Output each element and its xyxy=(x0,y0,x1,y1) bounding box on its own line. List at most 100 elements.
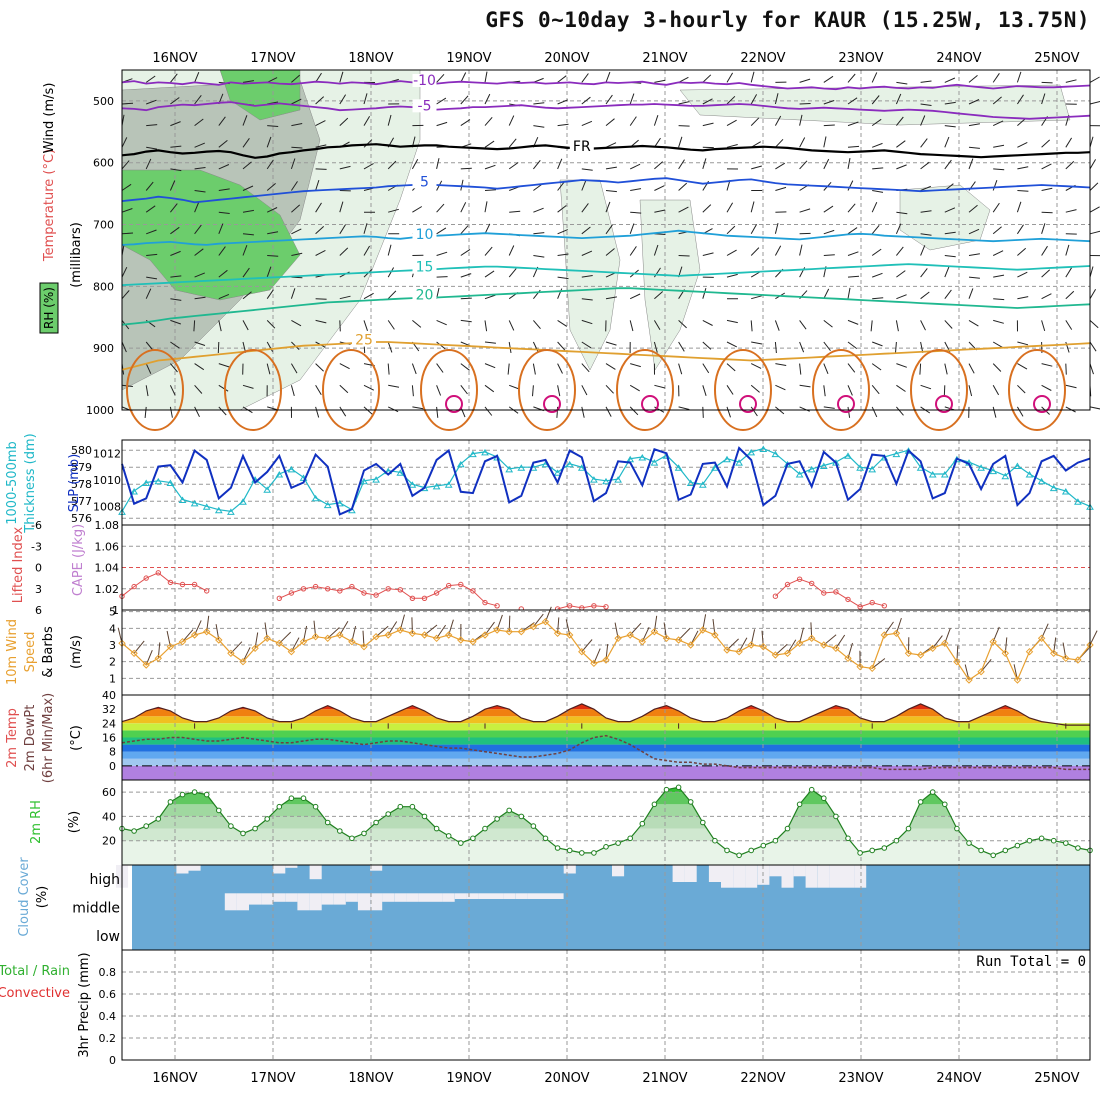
wind-barb xyxy=(1089,230,1100,235)
cloud-clear-high-16 xyxy=(309,865,322,880)
wind-barb xyxy=(993,298,1005,301)
wind-barb xyxy=(702,252,714,256)
lifted-point-55 xyxy=(784,581,791,588)
wind-barb xyxy=(920,384,932,390)
rh2m-point-13 xyxy=(276,803,283,810)
wind-barb xyxy=(896,81,908,85)
wind-barb xyxy=(678,125,690,127)
date-tick-bottom-20NOV: 20NOV xyxy=(544,1071,589,1086)
wind-barb xyxy=(218,223,224,234)
wind-barb xyxy=(702,406,704,418)
wind-barb xyxy=(460,248,471,256)
wind-barb xyxy=(702,341,712,350)
pressure-tick-700: 700 xyxy=(93,219,114,232)
wind-barb xyxy=(992,341,1003,349)
wind-barb xyxy=(629,320,634,332)
wind-barb xyxy=(387,290,397,300)
cape-tick-1.08: 1.08 xyxy=(95,519,120,532)
wind-barb xyxy=(823,124,835,127)
wind-barb xyxy=(581,385,588,396)
wind10-point-16 xyxy=(311,632,320,641)
thickness-point-57 xyxy=(807,465,816,473)
wind-barb xyxy=(823,406,835,409)
wind-barb xyxy=(484,341,496,344)
wind-barb xyxy=(266,183,276,191)
wind-barb xyxy=(315,72,322,83)
wind-barb xyxy=(387,406,399,413)
wind-barb xyxy=(1089,182,1099,191)
wind10-point-1 xyxy=(130,649,138,658)
thickness-point-60 xyxy=(844,452,852,459)
wind-barb xyxy=(121,290,130,300)
wind-barb xyxy=(146,229,157,235)
lifted-point-29 xyxy=(470,588,476,594)
rh2m-point-18 xyxy=(337,828,343,834)
wind-barb xyxy=(896,384,906,392)
rh-shade-5 xyxy=(639,199,701,371)
wind-barb xyxy=(460,363,470,371)
wind-barb xyxy=(968,385,973,397)
wind-barb xyxy=(484,201,488,213)
wind-barb xyxy=(484,140,495,148)
thickness-point-61 xyxy=(856,464,864,471)
wind-barb xyxy=(896,294,907,300)
wind-barb xyxy=(944,159,952,170)
wind-barb xyxy=(363,139,373,148)
wind-barb xyxy=(629,223,635,234)
wind-barb xyxy=(315,249,326,256)
surface-hot-core-5 xyxy=(641,395,659,413)
wind-barb xyxy=(387,341,393,353)
wind-barb xyxy=(170,363,178,373)
wind-barb xyxy=(242,320,249,331)
rh2m-point-11 xyxy=(252,825,258,832)
wind10-point-25 xyxy=(420,631,429,639)
wind-barb xyxy=(412,406,424,410)
wind-barb xyxy=(943,385,946,397)
date-tick-top-18NOV: 18NOV xyxy=(348,51,393,66)
thickness-point-71 xyxy=(977,464,985,471)
wind-barb xyxy=(1089,76,1100,83)
rh2m-point-45 xyxy=(663,786,670,793)
wind-barb xyxy=(169,385,176,396)
surface-barb xyxy=(424,624,438,636)
lifted-line-seg-32 xyxy=(279,583,498,607)
rh2m-point-23 xyxy=(397,803,404,810)
wind-barb xyxy=(751,165,762,170)
wind-barb xyxy=(605,384,614,394)
rh-shade-4 xyxy=(559,179,621,371)
wind10-point-59 xyxy=(832,644,840,653)
rh2m-tick-40: 40 xyxy=(102,810,116,823)
temp-label-15: 15 xyxy=(416,260,434,276)
wind-barb xyxy=(944,231,956,235)
rh2m-point-52 xyxy=(748,847,755,854)
wind-barb xyxy=(315,120,326,127)
wind-barb xyxy=(799,363,802,375)
wind-barb xyxy=(629,163,641,170)
rh2m-point-14 xyxy=(288,795,295,802)
wind-barb xyxy=(557,363,563,374)
cape-tick-1.04: 1.04 xyxy=(95,562,120,575)
wind-barb xyxy=(532,363,536,375)
temp-label-25: 25 xyxy=(355,333,373,349)
wind-barb xyxy=(702,363,710,374)
rh2m-point-47 xyxy=(687,799,694,805)
wind-barb xyxy=(484,246,493,256)
wind-barb xyxy=(291,319,302,327)
cloud-clear-high-47 xyxy=(684,865,697,882)
wind10-point-37 xyxy=(565,631,574,639)
cloud-clear-high-5 xyxy=(176,865,189,874)
wind-barb xyxy=(291,123,303,127)
wind-barb xyxy=(726,363,736,372)
wind-barb xyxy=(339,295,351,300)
wind10-point-35 xyxy=(541,617,550,626)
wind-barb xyxy=(1017,363,1028,370)
surface-hot-loop-4 xyxy=(518,349,576,431)
wind-barb xyxy=(896,116,904,126)
rh2m-point-3 xyxy=(155,816,162,822)
wind-barb xyxy=(799,320,807,330)
surface-hot-loop-6 xyxy=(714,349,772,431)
date-tick-bottom-24NOV: 24NOV xyxy=(936,1071,981,1086)
wind-barb xyxy=(750,363,762,369)
wind-barb xyxy=(460,225,469,235)
wind-barb xyxy=(533,125,545,128)
